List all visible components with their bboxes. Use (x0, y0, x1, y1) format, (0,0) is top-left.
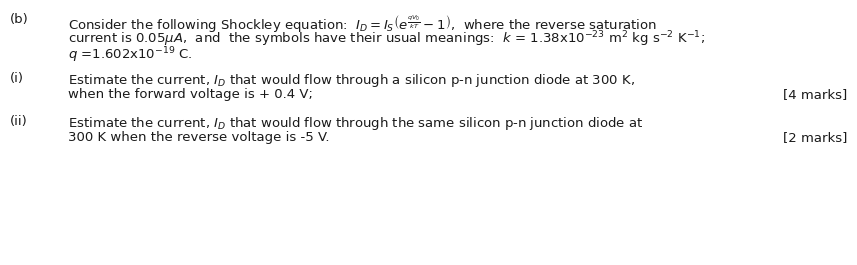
Text: when the forward voltage is + 0.4 V;: when the forward voltage is + 0.4 V; (68, 88, 313, 101)
Text: Estimate the current, $I_D$ that would flow through a silicon p-n junction diode: Estimate the current, $I_D$ that would f… (68, 72, 635, 89)
Text: 300 K when the reverse voltage is -5 V.: 300 K when the reverse voltage is -5 V. (68, 131, 329, 144)
Text: (b): (b) (10, 13, 29, 26)
Text: (i): (i) (10, 72, 24, 85)
Text: $q$ =1.602x10$^{-19}$ C.: $q$ =1.602x10$^{-19}$ C. (68, 45, 193, 65)
Text: Estimate the current, $I_D$ that would flow through the same silicon p-n junctio: Estimate the current, $I_D$ that would f… (68, 115, 644, 132)
Text: current is 0.05$\mu$$\it{A}$,  and  the symbols have their usual meanings:  $k$ : current is 0.05$\mu$$\it{A}$, and the sy… (68, 29, 705, 48)
Text: [4 marks]: [4 marks] (782, 88, 847, 101)
Text: (ii): (ii) (10, 115, 27, 128)
Text: Consider the following Shockley equation:  $I_D = I_S\left(e^{\frac{qV_0}{kT}} -: Consider the following Shockley equation… (68, 13, 657, 35)
Text: [2 marks]: [2 marks] (782, 131, 847, 144)
